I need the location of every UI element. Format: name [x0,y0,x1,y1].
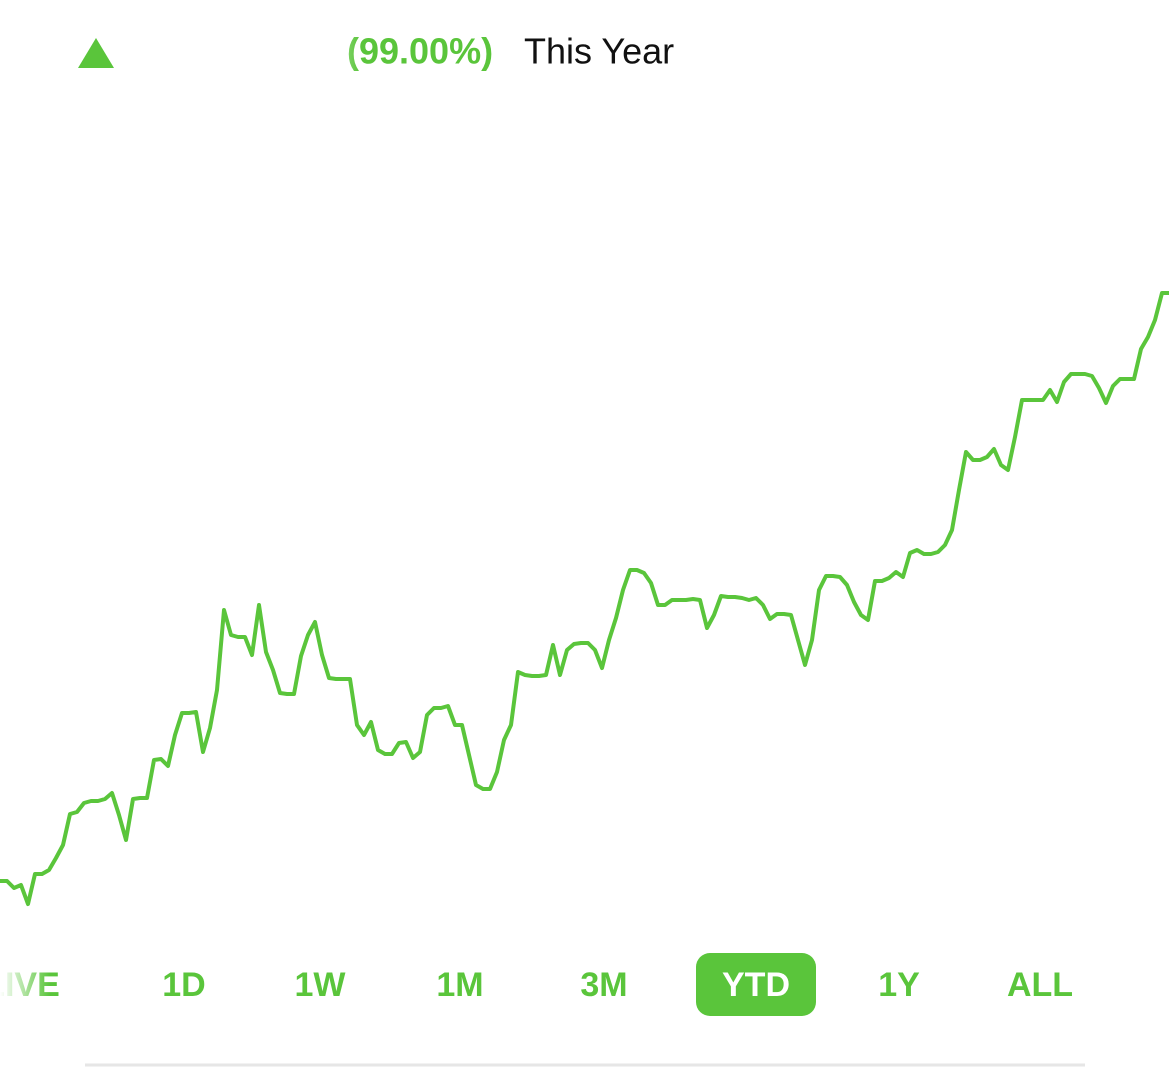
period-label: This Year [524,31,674,72]
change-percent: (99.00%) [347,31,493,72]
up-arrow [78,38,114,68]
fade [300,30,360,80]
tab-fade [0,950,50,1020]
range-tab[interactable]: 3M [580,966,627,1004]
tab-selected-bg [696,953,816,1016]
range-tab[interactable]: 1M [436,966,483,1004]
range-tabs: LIVE1D1W1M3MYTD1YALL [0,953,1073,1016]
range-tab[interactable]: 1D [162,966,205,1004]
range-tab[interactable]: ALL [1007,966,1073,1004]
range-tab[interactable]: 1W [295,966,347,1004]
plot [0,291,1169,906]
range-tab[interactable]: YTD [722,966,790,1004]
range-tab[interactable]: 1Y [878,966,920,1004]
price-line [0,291,1169,906]
